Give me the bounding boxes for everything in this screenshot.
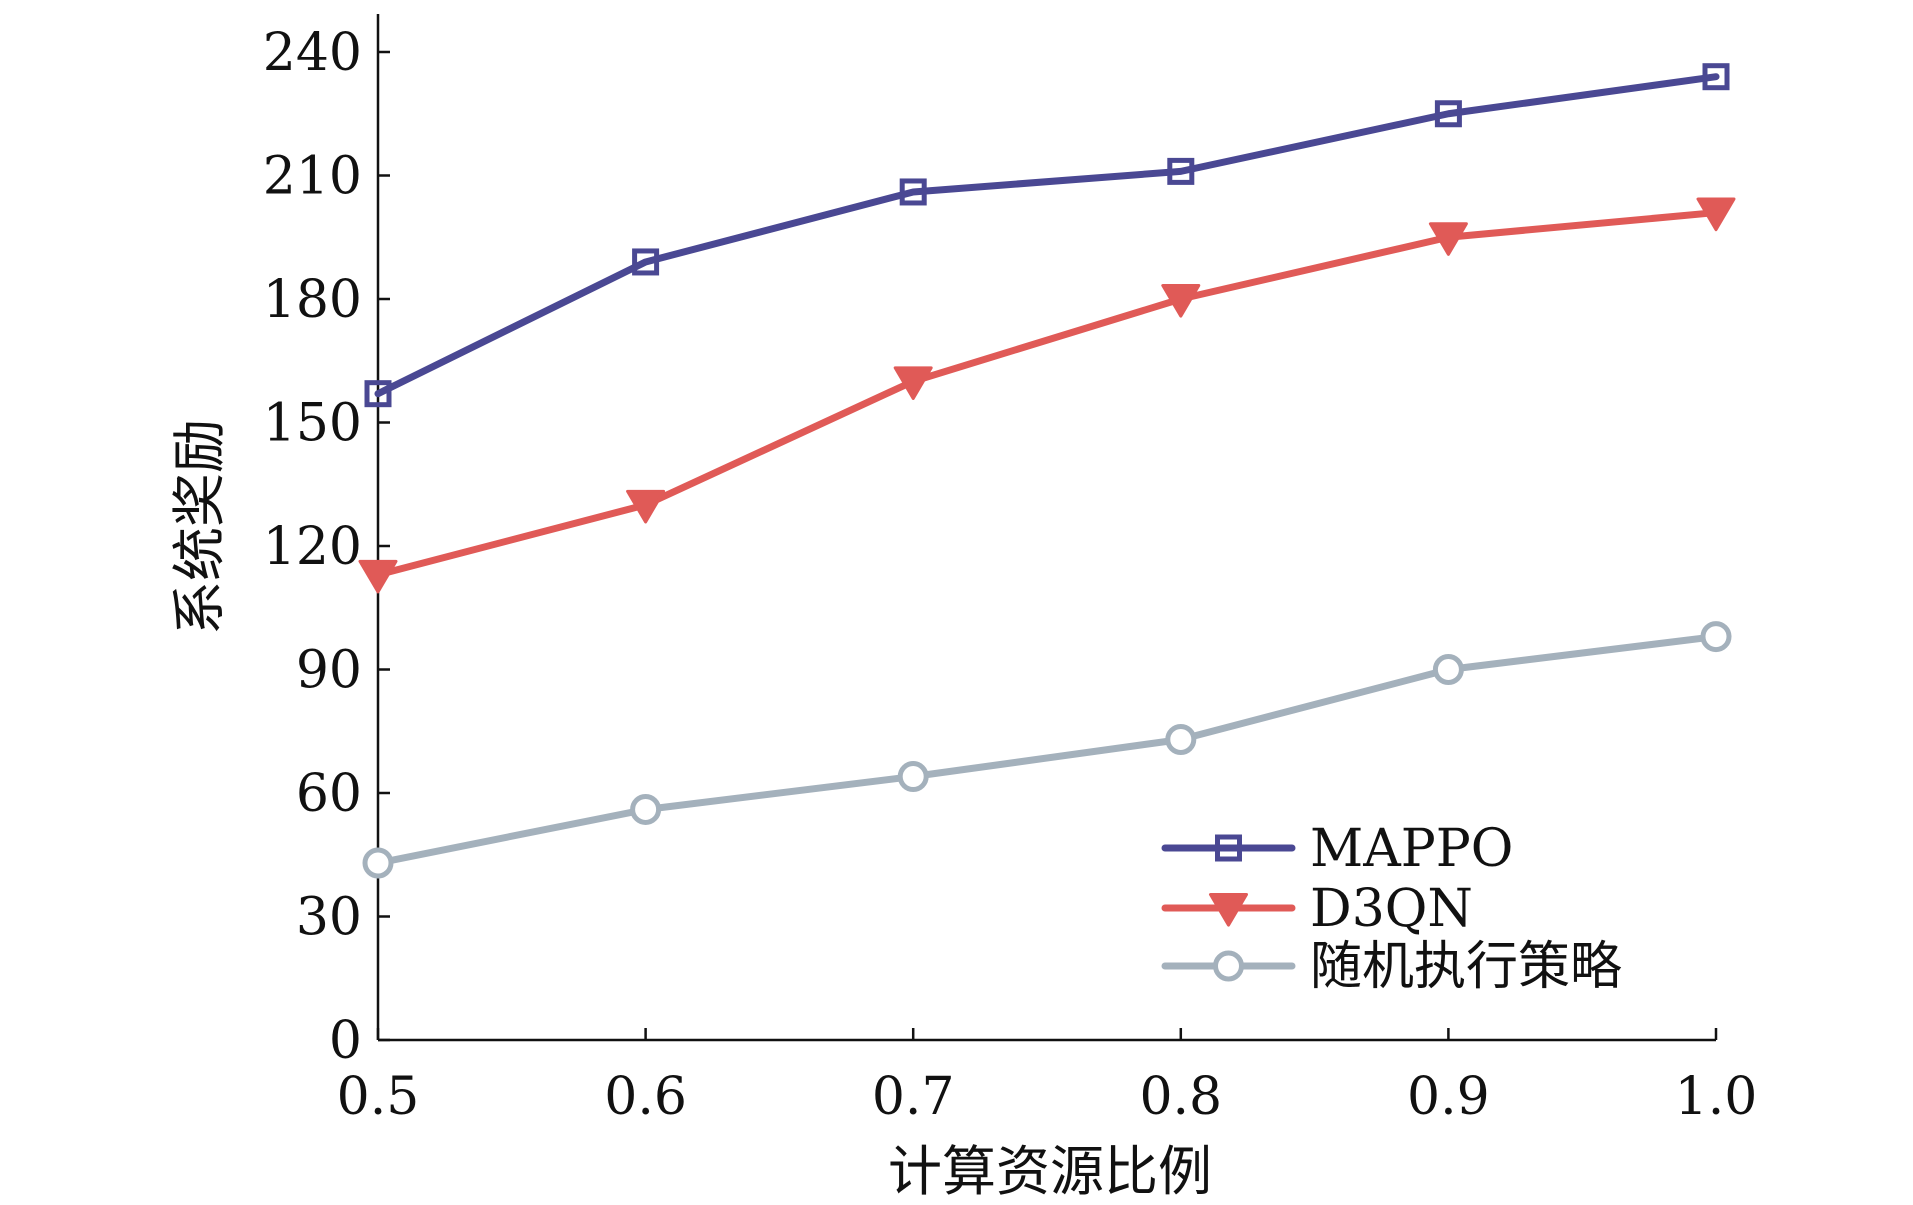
data-point (364, 380, 392, 408)
data-point (1165, 723, 1197, 755)
axes (376, 14, 1716, 1042)
x-tick-label: 0.5 (337, 1067, 420, 1127)
series-2 (362, 621, 1732, 879)
data-point (1702, 63, 1730, 91)
x-axis-title: 计算资源比例 (888, 1140, 1212, 1203)
y-tick-label: 150 (263, 394, 362, 454)
series-line (374, 73, 1720, 398)
data-point (626, 489, 666, 524)
data-point (1161, 284, 1201, 318)
series-line (374, 209, 1720, 579)
y-tick-label: 0 (329, 1011, 362, 1071)
x-tick-label: 1.0 (1675, 1067, 1758, 1127)
legend-item: D3QN (1161, 879, 1473, 939)
series-layer (358, 63, 1736, 879)
y-tick-label: 120 (263, 517, 362, 577)
data-point (362, 847, 394, 879)
data-point (358, 559, 398, 594)
legend-item: 随机执行策略 (1161, 937, 1622, 997)
data-point (1434, 100, 1462, 128)
y-tick-label: 30 (296, 888, 362, 948)
data-point (1696, 197, 1736, 232)
legend-item: MAPPO (1161, 819, 1513, 879)
x-tick-label: 0.9 (1407, 1067, 1490, 1127)
y-tick-label: 210 (263, 147, 362, 207)
y-tick-label: 240 (263, 23, 362, 83)
y-tick-label: 180 (263, 270, 362, 330)
data-point (899, 178, 927, 206)
legend-label: 随机执行策略 (1310, 937, 1622, 997)
legend-label: D3QN (1310, 879, 1473, 939)
ticks: 0 30 60 90 120 150 180 210 240 0.5 0.6 0.7 0.8 0.9 1.0 (263, 23, 1758, 1127)
legend-marker (1209, 893, 1248, 927)
legend-label: MAPPO (1310, 819, 1513, 879)
data-point (1700, 621, 1732, 653)
legend-marker (1215, 834, 1242, 862)
data-point (630, 793, 662, 825)
data-point (1428, 222, 1468, 256)
data-point (897, 761, 929, 793)
legend-marker (1213, 950, 1244, 982)
y-tick-label: 60 (296, 764, 362, 824)
data-point (1432, 654, 1464, 685)
series-0 (364, 63, 1730, 408)
x-tick-label: 0.7 (872, 1067, 955, 1127)
data-point (1167, 157, 1195, 185)
series-line (374, 633, 1720, 867)
data-point (893, 366, 933, 400)
x-tick-label: 0.8 (1139, 1067, 1222, 1127)
y-tick-label: 90 (296, 641, 362, 701)
y-axis-title: 系统奖励 (168, 419, 231, 635)
x-tick-label: 0.6 (604, 1067, 687, 1127)
series-1 (358, 197, 1736, 594)
data-point (632, 248, 660, 276)
